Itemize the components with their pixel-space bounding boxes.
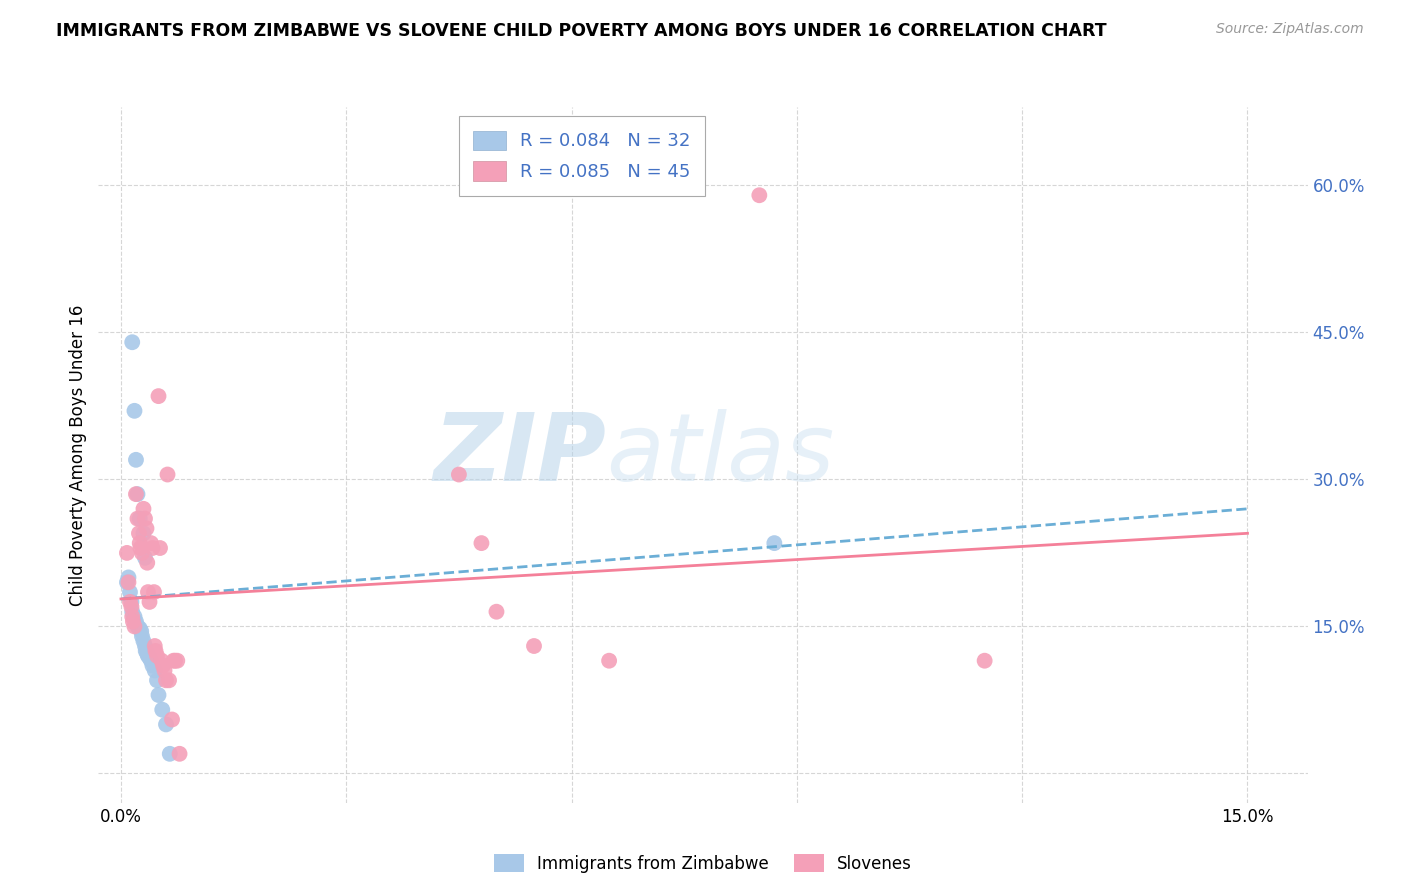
Point [121,335,143,350]
Point [127,511,149,525]
Legend: R = 0.084   N = 32, R = 0.085   N = 45: R = 0.084 N = 32, R = 0.085 N = 45 [458,116,706,195]
Point [166,654,188,668]
Text: IMMIGRANTS FROM ZIMBABWE VS SLOVENE CHILD POVERTY AMONG BOYS UNDER 16 CORRELATIO: IMMIGRANTS FROM ZIMBABWE VS SLOVENE CHIL… [56,22,1107,40]
Point [134,550,156,565]
Point [153,664,176,678]
Point [124,404,146,418]
Point [125,615,148,629]
Point [146,648,169,663]
Point [152,658,174,673]
Point [121,599,143,614]
Point [117,570,139,584]
Point [128,511,150,525]
Point [131,629,153,643]
Point [135,644,157,658]
Point [121,595,143,609]
Point [139,536,162,550]
Point [117,575,139,590]
Point [121,605,143,619]
Point [135,521,157,535]
Legend: Immigrants from Zimbabwe, Slovenes: Immigrants from Zimbabwe, Slovenes [488,847,918,880]
Point [150,703,173,717]
Text: ZIP: ZIP [433,409,606,501]
Point [162,654,184,668]
Y-axis label: Child Poverty Among Boys Under 16: Child Poverty Among Boys Under 16 [69,304,87,606]
Point [129,541,152,555]
Point [763,536,786,550]
Point [169,747,191,761]
Point [125,452,148,467]
Point [128,536,150,550]
Point [157,673,180,688]
Text: Source: ZipAtlas.com: Source: ZipAtlas.com [1216,22,1364,37]
Point [141,541,163,555]
Point [143,664,166,678]
Point [132,501,155,516]
Point [146,673,169,688]
Point [155,673,177,688]
Point [124,619,146,633]
Point [128,621,150,635]
Point [163,654,186,668]
Point [145,644,167,658]
Point [155,717,177,731]
Point [748,188,770,202]
Point [134,511,156,525]
Point [598,654,620,668]
Point [156,467,179,482]
Point [160,713,183,727]
Point [115,546,138,560]
Point [132,634,155,648]
Point [150,654,173,668]
Point [127,487,149,501]
Point [141,658,163,673]
Text: atlas: atlas [606,409,835,500]
Point [138,650,160,665]
Point [143,639,166,653]
Point [148,688,170,702]
Point [118,585,141,599]
Point [136,648,159,663]
Point [115,575,138,590]
Point [129,624,152,639]
Point [127,619,149,633]
Point [136,556,159,570]
Point [136,585,159,599]
Point [143,585,166,599]
Point [148,389,170,403]
Point [136,647,159,661]
Point [470,536,492,550]
Point [128,526,150,541]
Point [139,654,162,668]
Point [447,467,470,482]
Point [973,654,995,668]
Point [149,541,172,555]
Point [138,595,160,609]
Point [485,605,508,619]
Point [132,526,155,541]
Point [131,546,153,560]
Point [125,487,148,501]
Point [523,639,546,653]
Point [159,747,181,761]
Point [134,639,156,653]
Point [122,615,145,629]
Point [118,595,141,609]
Point [121,609,143,624]
Point [124,609,146,624]
